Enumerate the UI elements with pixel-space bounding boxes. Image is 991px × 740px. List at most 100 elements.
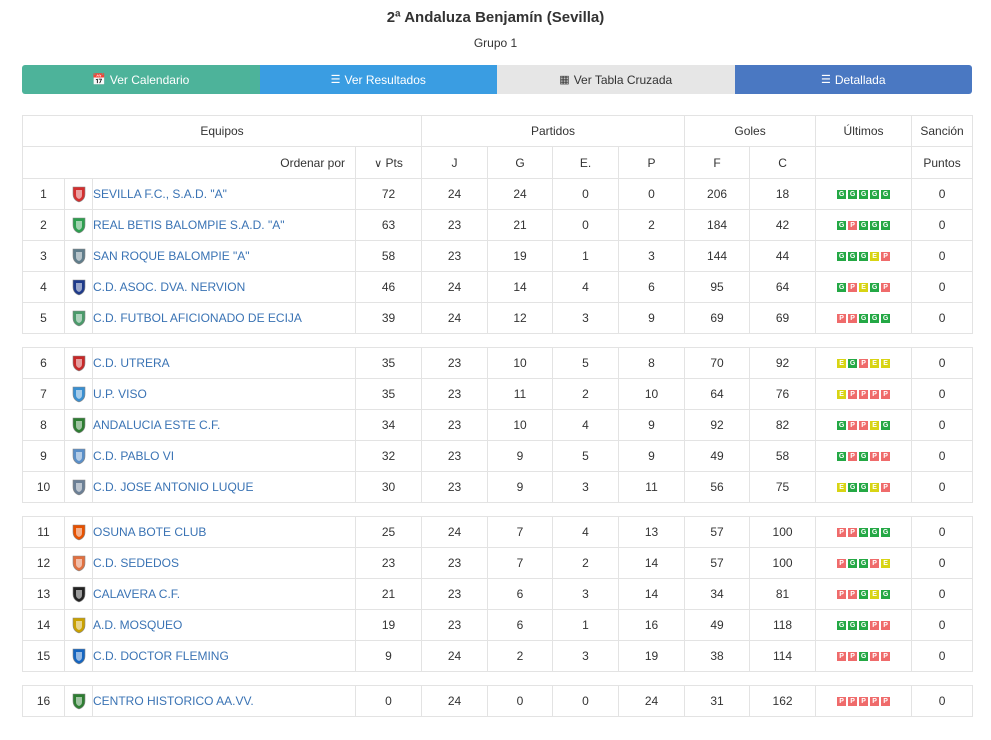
team-shield-cell (64, 347, 93, 379)
result-badge: E (881, 359, 891, 369)
calendar-button[interactable]: 📅 Ver Calendario (22, 65, 260, 94)
goals-for: 56 (684, 471, 751, 503)
result-badge: E (870, 359, 880, 369)
team-shield-icon (71, 216, 87, 234)
result-badge: P (848, 421, 858, 431)
lost: 19 (617, 640, 686, 672)
goals-for: 64 (684, 378, 751, 410)
lost: 14 (617, 578, 686, 610)
drawn: 5 (552, 440, 619, 472)
played: 24 (421, 178, 488, 210)
team-name-link[interactable]: CALAVERA C.F. (92, 578, 356, 610)
goals-for: 57 (684, 516, 751, 548)
points: 46 (355, 271, 422, 303)
result-badge: P (848, 590, 858, 600)
team-name-link[interactable]: C.D. UTRERA (92, 347, 356, 379)
goals-for: 34 (684, 578, 751, 610)
result-badge: G (859, 314, 869, 324)
team-name-link[interactable]: C.D. DOCTOR FLEMING (92, 640, 356, 672)
team-shield-cell (64, 471, 93, 503)
result-badge: E (870, 421, 880, 431)
detail-list-icon: ☰ (820, 74, 831, 86)
goals-against: 58 (749, 440, 817, 472)
played: 24 (421, 271, 488, 303)
col-puntos: Puntos (911, 146, 974, 179)
team-name-link[interactable]: ANDALUCIA ESTE C.F. (92, 409, 356, 441)
played: 24 (421, 685, 488, 717)
goals-against: 82 (749, 409, 817, 441)
position: 1 (22, 178, 65, 210)
team-name-link[interactable]: C.D. SEDEDOS (92, 547, 356, 579)
calendar-button-label: Ver Calendario (109, 72, 190, 87)
position: 2 (22, 209, 65, 241)
col-f[interactable]: F (684, 146, 751, 179)
team-name-link[interactable]: C.D. PABLO VI (92, 440, 356, 472)
result-badge: P (837, 697, 847, 707)
goals-for: 57 (684, 547, 751, 579)
team-shield-icon (71, 585, 87, 603)
col-g[interactable]: G (487, 146, 553, 179)
team-name-link[interactable]: C.D. JOSE ANTONIO LUQUE (92, 471, 356, 503)
detailed-button-label: Detallada (834, 72, 886, 87)
team-shield-cell (64, 516, 93, 548)
col-j[interactable]: J (421, 146, 488, 179)
team-name-link[interactable]: U.P. VISO (92, 378, 356, 410)
team-name-link[interactable]: OSUNA BOTE CLUB (92, 516, 356, 548)
team-shield-icon (71, 354, 87, 372)
result-badge: P (837, 528, 847, 538)
table-row: 16 CENTRO HISTORICO AA.VV. 0 24 0 0 24 31 162 P P P… (22, 685, 974, 717)
list-icon: ☰ (330, 74, 341, 86)
cross-table-button[interactable]: ▦ Ver Tabla Cruzada (497, 65, 735, 94)
team-shield-cell (64, 609, 93, 641)
team-name-link[interactable]: SEVILLA F.C., S.A.D. "A" (92, 178, 356, 210)
lost: 10 (617, 378, 686, 410)
lost: 24 (617, 685, 686, 717)
goals-against: 44 (749, 240, 817, 272)
result-badge: E (837, 359, 847, 369)
team-shield-icon (71, 478, 87, 496)
result-badge: G (881, 190, 891, 200)
points: 39 (355, 302, 422, 334)
team-name-link[interactable]: REAL BETIS BALOMPIE S.A.D. "A" (92, 209, 356, 241)
result-badge: G (859, 252, 869, 262)
drawn: 1 (552, 240, 619, 272)
col-c[interactable]: C (749, 146, 817, 179)
team-shield-icon (71, 247, 87, 265)
result-badge: P (870, 390, 880, 400)
lost: 8 (617, 347, 686, 379)
goals-for: 31 (684, 685, 751, 717)
detailed-button[interactable]: ☰ Detallada (734, 65, 972, 94)
col-e[interactable]: E. (552, 146, 619, 179)
goals-for: 144 (684, 240, 751, 272)
col-p[interactable]: P (617, 146, 686, 179)
won: 12 (487, 302, 553, 334)
team-name-link[interactable]: SAN ROQUE BALOMPIE "A" (92, 240, 356, 272)
goals-against: 69 (749, 302, 817, 334)
result-badge: P (848, 221, 858, 231)
lost: 2 (617, 209, 686, 241)
team-name-link[interactable]: A.D. MOSQUEO (92, 609, 356, 641)
points: 72 (355, 178, 422, 210)
sort-pts-header[interactable]: ∨ Pts (355, 146, 422, 179)
results-button[interactable]: ☰ Ver Resultados (259, 65, 497, 94)
won: 0 (487, 685, 553, 717)
result-badge: G (848, 483, 858, 493)
won: 24 (487, 178, 553, 210)
result-badge: P (881, 697, 891, 707)
team-name-link[interactable]: C.D. ASOC. DVA. NERVION (92, 271, 356, 303)
won: 10 (487, 409, 553, 441)
result-badge: P (837, 559, 847, 569)
played: 23 (421, 578, 488, 610)
team-name-link[interactable]: C.D. FUTBOL AFICIONADO DE ECIJA (92, 302, 356, 334)
result-badge: P (881, 652, 891, 662)
result-badge: G (859, 590, 869, 600)
team-shield-icon (71, 385, 87, 403)
team-name-link[interactable]: CENTRO HISTORICO AA.VV. (92, 685, 356, 717)
group-separator (22, 333, 973, 348)
result-badge: P (881, 390, 891, 400)
played: 23 (421, 409, 488, 441)
group-sancion: Sanción (911, 115, 974, 147)
